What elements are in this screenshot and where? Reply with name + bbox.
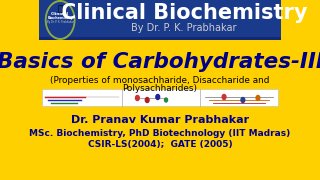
Text: By Dr. P. K. Prabhakar: By Dr. P. K. Prabhakar bbox=[132, 23, 237, 33]
FancyBboxPatch shape bbox=[39, 0, 281, 40]
Text: By Dr. P. K. Prabhakar: By Dr. P. K. Prabhakar bbox=[47, 20, 74, 24]
Circle shape bbox=[46, 1, 75, 39]
Text: Dr. Pranav Kumar Prabhakar: Dr. Pranav Kumar Prabhakar bbox=[71, 115, 249, 125]
Circle shape bbox=[145, 98, 149, 102]
Text: Polysachharides): Polysachharides) bbox=[123, 84, 197, 93]
Circle shape bbox=[47, 3, 73, 37]
Circle shape bbox=[256, 96, 260, 100]
Text: MSc. Biochemistry, PhD Biotechnology (IIT Madras): MSc. Biochemistry, PhD Biotechnology (II… bbox=[29, 129, 291, 138]
Text: 🔬: 🔬 bbox=[58, 4, 63, 14]
Circle shape bbox=[222, 94, 226, 100]
Circle shape bbox=[156, 94, 160, 100]
Text: Clinical: Clinical bbox=[51, 12, 69, 16]
Text: (Properties of monosachharide, Disaccharide and: (Properties of monosachharide, Disacchar… bbox=[50, 75, 270, 84]
Circle shape bbox=[241, 98, 245, 102]
FancyBboxPatch shape bbox=[42, 89, 278, 106]
Text: CSIR-LS(2004);  GATE (2005): CSIR-LS(2004); GATE (2005) bbox=[88, 141, 232, 150]
Text: Clinical Biochemistry: Clinical Biochemistry bbox=[61, 3, 308, 23]
Text: Biochemistry: Biochemistry bbox=[47, 16, 73, 20]
FancyBboxPatch shape bbox=[39, 37, 281, 40]
Circle shape bbox=[164, 98, 168, 102]
Text: Basics of Carbohydrates-III: Basics of Carbohydrates-III bbox=[0, 52, 320, 72]
Circle shape bbox=[135, 96, 139, 100]
